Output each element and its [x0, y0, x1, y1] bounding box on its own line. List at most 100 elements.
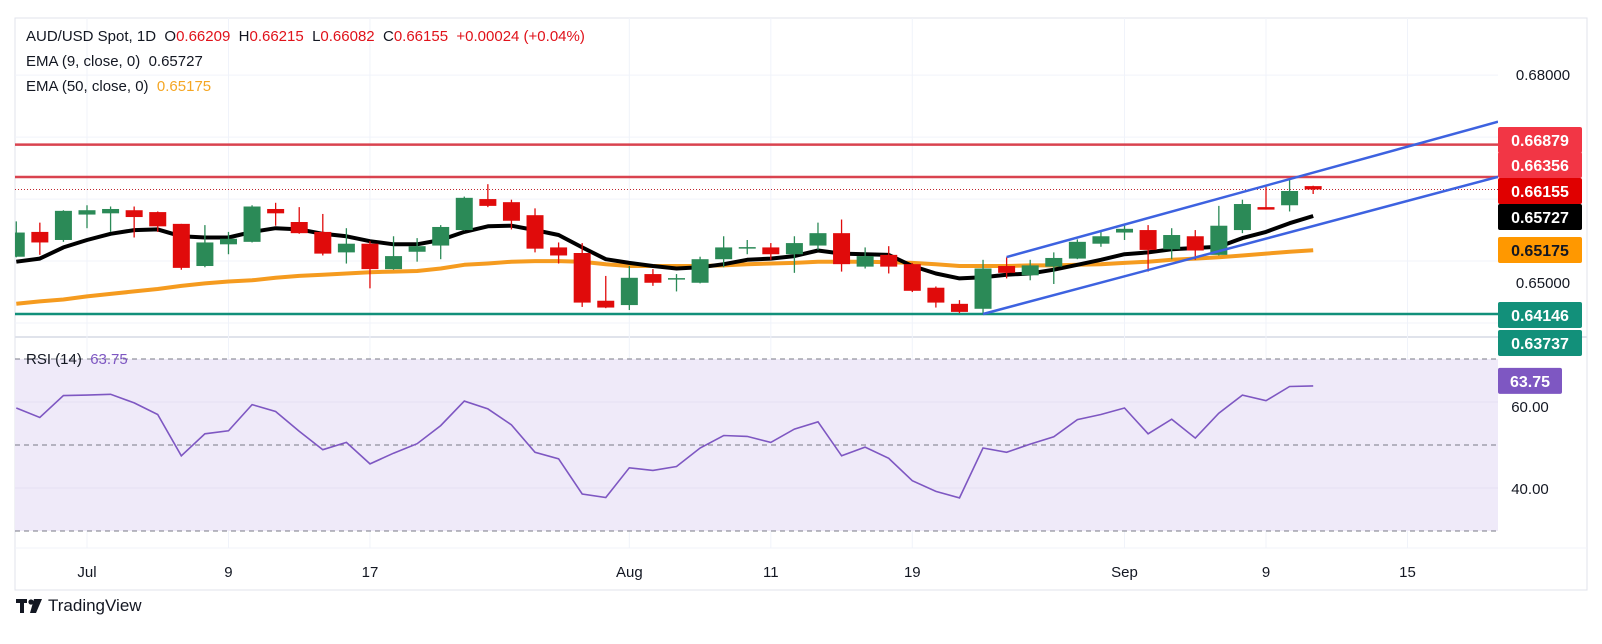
ema9-price-tag-box: [1498, 204, 1582, 230]
candle: [361, 241, 379, 289]
candle-body: [950, 303, 968, 312]
open-value: 0.66209: [176, 28, 231, 45]
candle: [715, 236, 733, 268]
candle-body: [314, 231, 332, 254]
candle-body: [243, 206, 261, 242]
candle: [219, 231, 237, 255]
candle-body: [172, 223, 190, 268]
candle: [1068, 239, 1086, 260]
candle: [432, 225, 450, 260]
candle-body: [31, 231, 49, 243]
candle: [31, 222, 49, 255]
candle: [998, 257, 1016, 279]
candle-body: [54, 210, 72, 240]
open-label: O: [164, 28, 177, 45]
ema9-line: [16, 214, 1314, 281]
candle: [974, 259, 992, 314]
candle-body: [432, 226, 450, 246]
candle-body: [715, 247, 733, 260]
candle-body: [691, 259, 709, 283]
support-price-tag-box: [1498, 302, 1582, 328]
resistance-price-tag-text: 0.66879: [1511, 133, 1569, 150]
ema50-price-tag-text: 0.65175: [1511, 243, 1569, 260]
price-axis: 0.68000 0.65000 0.66879 0.66356 0.66155 0.657…: [1498, 67, 1582, 356]
candle: [1021, 259, 1039, 281]
candle-body: [1021, 265, 1039, 276]
time-tick-label: 11: [763, 564, 779, 581]
rsi-value-tag-text: 63.75: [1510, 374, 1550, 391]
symbol-legend: AUD/USD Spot, 1D O0.66209 H0.66215 L0.66…: [26, 28, 585, 45]
last-price-tag-box: [1498, 178, 1582, 204]
candle: [243, 205, 261, 243]
candle: [903, 262, 921, 293]
candle-body: [856, 256, 874, 267]
ema50-legend[interactable]: EMA (50, close, 0) 0.65175: [26, 78, 211, 95]
candle: [78, 205, 96, 229]
candle: [927, 286, 945, 308]
symbol-title: AUD/USD Spot, 1D: [26, 28, 157, 45]
candle: [738, 239, 756, 255]
candle: [102, 206, 120, 232]
rsi-value: 63.75: [90, 351, 128, 368]
candle-body: [974, 268, 992, 309]
resistance-price-tag: 0.66879: [1498, 127, 1582, 153]
candle-body: [196, 242, 214, 267]
ema9-price-tag: 0.65727: [1498, 204, 1582, 230]
ema9-price-tag-text: 0.65727: [1511, 210, 1569, 227]
candle: [880, 246, 898, 274]
resistance-price-tag-box: [1498, 152, 1582, 178]
candle: [785, 236, 803, 273]
candle-body: [785, 243, 803, 255]
candle: [125, 206, 143, 238]
ema9-label: EMA (9, close, 0): [26, 53, 141, 70]
candle-body: [1281, 191, 1299, 206]
candle-body: [1257, 207, 1275, 210]
time-tick-label: Aug: [616, 564, 643, 581]
candle-body: [880, 254, 898, 267]
candle-body: [668, 278, 685, 280]
candle-body: [102, 208, 120, 214]
candle-body: [903, 264, 921, 291]
candle: [15, 221, 25, 258]
candle-body: [1092, 236, 1110, 244]
candle: [597, 275, 615, 309]
candle: [479, 184, 497, 208]
time-tick-label: Jul: [77, 564, 96, 581]
candle-body: [550, 247, 568, 256]
channel-upper-line: [1006, 120, 1498, 259]
candle: [1116, 225, 1134, 240]
candle-body: [479, 199, 497, 206]
time-tick-label: 9: [224, 564, 232, 581]
time-tick-label: 15: [1399, 564, 1416, 581]
candle: [1257, 186, 1275, 210]
ema9-legend[interactable]: EMA (9, close, 0) 0.65727: [26, 53, 203, 70]
tradingview-logo[interactable]: TradingView: [16, 596, 142, 616]
candle-body: [455, 197, 473, 231]
candle-body: [1068, 241, 1086, 259]
rsi-value-tag: 63.75: [1498, 367, 1562, 394]
candle: [550, 242, 568, 264]
candle-body: [644, 274, 662, 283]
ema50-price-tag: 0.65175: [1498, 237, 1582, 263]
support-price-tag-lower: 0.63737: [1498, 330, 1582, 356]
resistance-price-tag-text: 0.66356: [1511, 158, 1569, 175]
ema50-price-tag-box: [1498, 237, 1582, 263]
candle: [502, 199, 520, 230]
candle-body: [1139, 230, 1157, 250]
candle: [856, 247, 874, 269]
candle: [290, 207, 308, 234]
candle-body: [78, 210, 96, 215]
main-pane: [15, 120, 1498, 316]
ema50-value: 0.65175: [156, 78, 212, 95]
ema9-value: 0.65727: [148, 53, 203, 70]
candle-body: [219, 238, 237, 245]
rsi-legend[interactable]: RSI (14) 63.75: [26, 351, 128, 368]
candle: [1210, 205, 1228, 256]
candle-body: [149, 212, 167, 227]
tradingview-logo-icon: [16, 599, 42, 613]
candle: [385, 236, 403, 270]
candle: [172, 223, 190, 270]
candle-body: [620, 277, 638, 306]
candle-body: [408, 246, 426, 252]
